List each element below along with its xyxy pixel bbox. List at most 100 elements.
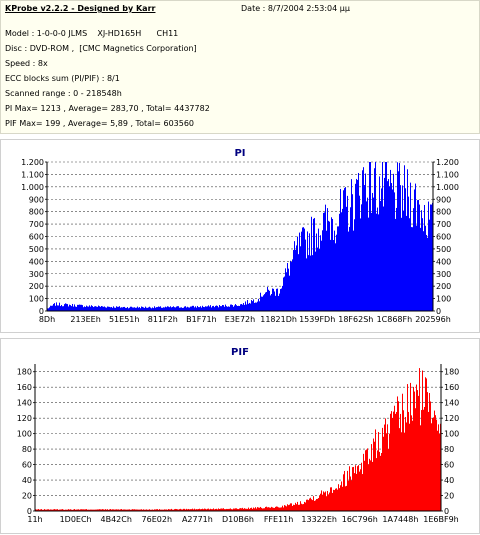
y-tick-label-left: 1.000 <box>21 183 44 192</box>
speed-line: Speed : 8x <box>5 59 48 68</box>
bar <box>268 289 269 311</box>
bar <box>167 306 168 311</box>
bar <box>80 509 81 511</box>
bar <box>163 509 164 511</box>
y-tick-label-left: 140 <box>17 399 32 408</box>
bar <box>288 268 289 311</box>
bar <box>365 173 366 311</box>
bar <box>145 509 146 511</box>
bar <box>101 509 102 511</box>
bar <box>206 306 207 311</box>
bar <box>384 424 385 511</box>
bar <box>314 500 315 511</box>
bar <box>180 508 181 511</box>
bar <box>138 307 139 311</box>
bar <box>310 255 311 311</box>
bar <box>321 240 322 311</box>
bar <box>305 502 306 511</box>
bar <box>431 204 432 311</box>
bar <box>360 469 361 511</box>
bar <box>415 183 416 311</box>
bar <box>199 508 200 511</box>
bar <box>205 508 206 511</box>
bar <box>373 438 374 511</box>
bar <box>359 471 360 511</box>
bar <box>356 473 357 511</box>
bar <box>164 307 165 311</box>
bar <box>339 213 340 311</box>
bar <box>304 501 305 511</box>
bar <box>414 391 415 511</box>
bar <box>80 304 81 311</box>
bar <box>286 272 287 311</box>
bar <box>334 230 335 311</box>
bar <box>331 487 332 511</box>
bar <box>190 509 191 511</box>
bar <box>387 424 388 511</box>
bar <box>338 484 339 511</box>
bar <box>282 505 283 511</box>
bar <box>110 509 111 511</box>
bar <box>126 307 127 311</box>
bar <box>335 488 336 511</box>
bar <box>236 508 237 511</box>
bar <box>250 508 251 511</box>
bar <box>61 304 62 311</box>
bar <box>240 304 241 311</box>
bar <box>281 288 282 311</box>
y-tick-label-left: 60 <box>22 461 32 470</box>
bar <box>421 410 422 511</box>
y-tick-label-left: 160 <box>17 383 32 392</box>
bar <box>315 251 316 311</box>
bar <box>194 307 195 311</box>
bar <box>427 392 428 511</box>
bar <box>73 306 74 311</box>
bar <box>411 415 412 511</box>
bar <box>302 504 303 511</box>
bar <box>408 411 409 511</box>
bar <box>124 306 125 311</box>
bar <box>422 218 423 311</box>
bar <box>88 509 89 511</box>
bar <box>403 210 404 311</box>
bar <box>260 506 261 511</box>
pif-chart: PIF 0 0 20 20 40 40 60 60 80 80 100 100 120 120 140 140 1… <box>17 347 460 524</box>
bar <box>252 508 253 511</box>
bar <box>344 470 345 511</box>
bar <box>204 307 205 311</box>
bar <box>132 509 133 511</box>
bar <box>230 508 231 511</box>
bar <box>418 199 419 311</box>
bar <box>244 304 245 311</box>
bar <box>84 306 85 311</box>
bar <box>238 305 239 311</box>
bar <box>248 303 249 311</box>
bar <box>431 423 432 511</box>
bar <box>158 306 159 311</box>
bar <box>398 171 399 311</box>
y-tick-label-right: 120 <box>444 414 459 423</box>
bar <box>369 162 370 311</box>
bar <box>266 291 267 311</box>
bar <box>42 509 43 511</box>
y-tick-label-right: 40 <box>444 476 454 485</box>
bar <box>399 428 400 511</box>
bar <box>391 411 392 511</box>
bar <box>366 449 367 511</box>
bar <box>62 509 63 511</box>
bar <box>139 509 140 511</box>
bar <box>329 221 330 311</box>
model-line: Model : 1-0-0-0 JLMS XJ-HD165H CH11 <box>5 29 179 38</box>
bar <box>129 307 130 311</box>
bar <box>357 466 358 511</box>
bar <box>108 509 109 511</box>
bar <box>407 169 408 311</box>
bar <box>419 204 420 311</box>
bar <box>168 509 169 511</box>
bar <box>208 508 209 511</box>
bar <box>439 433 440 511</box>
bar <box>188 508 189 511</box>
bar <box>437 430 438 511</box>
bar <box>412 227 413 311</box>
bar <box>285 505 286 511</box>
